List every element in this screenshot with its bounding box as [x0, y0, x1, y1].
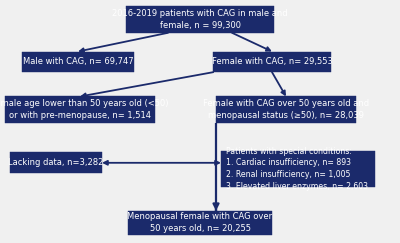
- Text: Menopausal female with CAG over
50 years old, n= 20,255: Menopausal female with CAG over 50 years…: [128, 212, 272, 233]
- FancyBboxPatch shape: [213, 52, 331, 72]
- Text: Female age lower than 50 years old (<50)
or with pre-menopause, n= 1,514: Female age lower than 50 years old (<50)…: [0, 99, 169, 120]
- Text: Female with CAG over 50 years old and
menopausal status (≥50), n= 28,039: Female with CAG over 50 years old and me…: [203, 99, 369, 120]
- FancyBboxPatch shape: [216, 96, 356, 123]
- FancyBboxPatch shape: [221, 151, 375, 187]
- FancyBboxPatch shape: [126, 6, 274, 33]
- Text: Patients with special conditions:
1. Cardiac insufficiency, n= 893
2. Renal insu: Patients with special conditions: 1. Car…: [226, 147, 368, 191]
- Text: Lacking data, n=3,282: Lacking data, n=3,282: [8, 158, 104, 167]
- Text: Female with CAG, n= 29,553: Female with CAG, n= 29,553: [212, 57, 332, 67]
- Text: Male with CAG, n= 69,747: Male with CAG, n= 69,747: [23, 57, 133, 67]
- FancyBboxPatch shape: [128, 211, 272, 235]
- FancyBboxPatch shape: [22, 52, 134, 72]
- Text: 2016-2019 patients with CAG in male and
female, n = 99,300: 2016-2019 patients with CAG in male and …: [112, 9, 288, 30]
- FancyBboxPatch shape: [10, 153, 102, 173]
- FancyBboxPatch shape: [5, 96, 155, 123]
